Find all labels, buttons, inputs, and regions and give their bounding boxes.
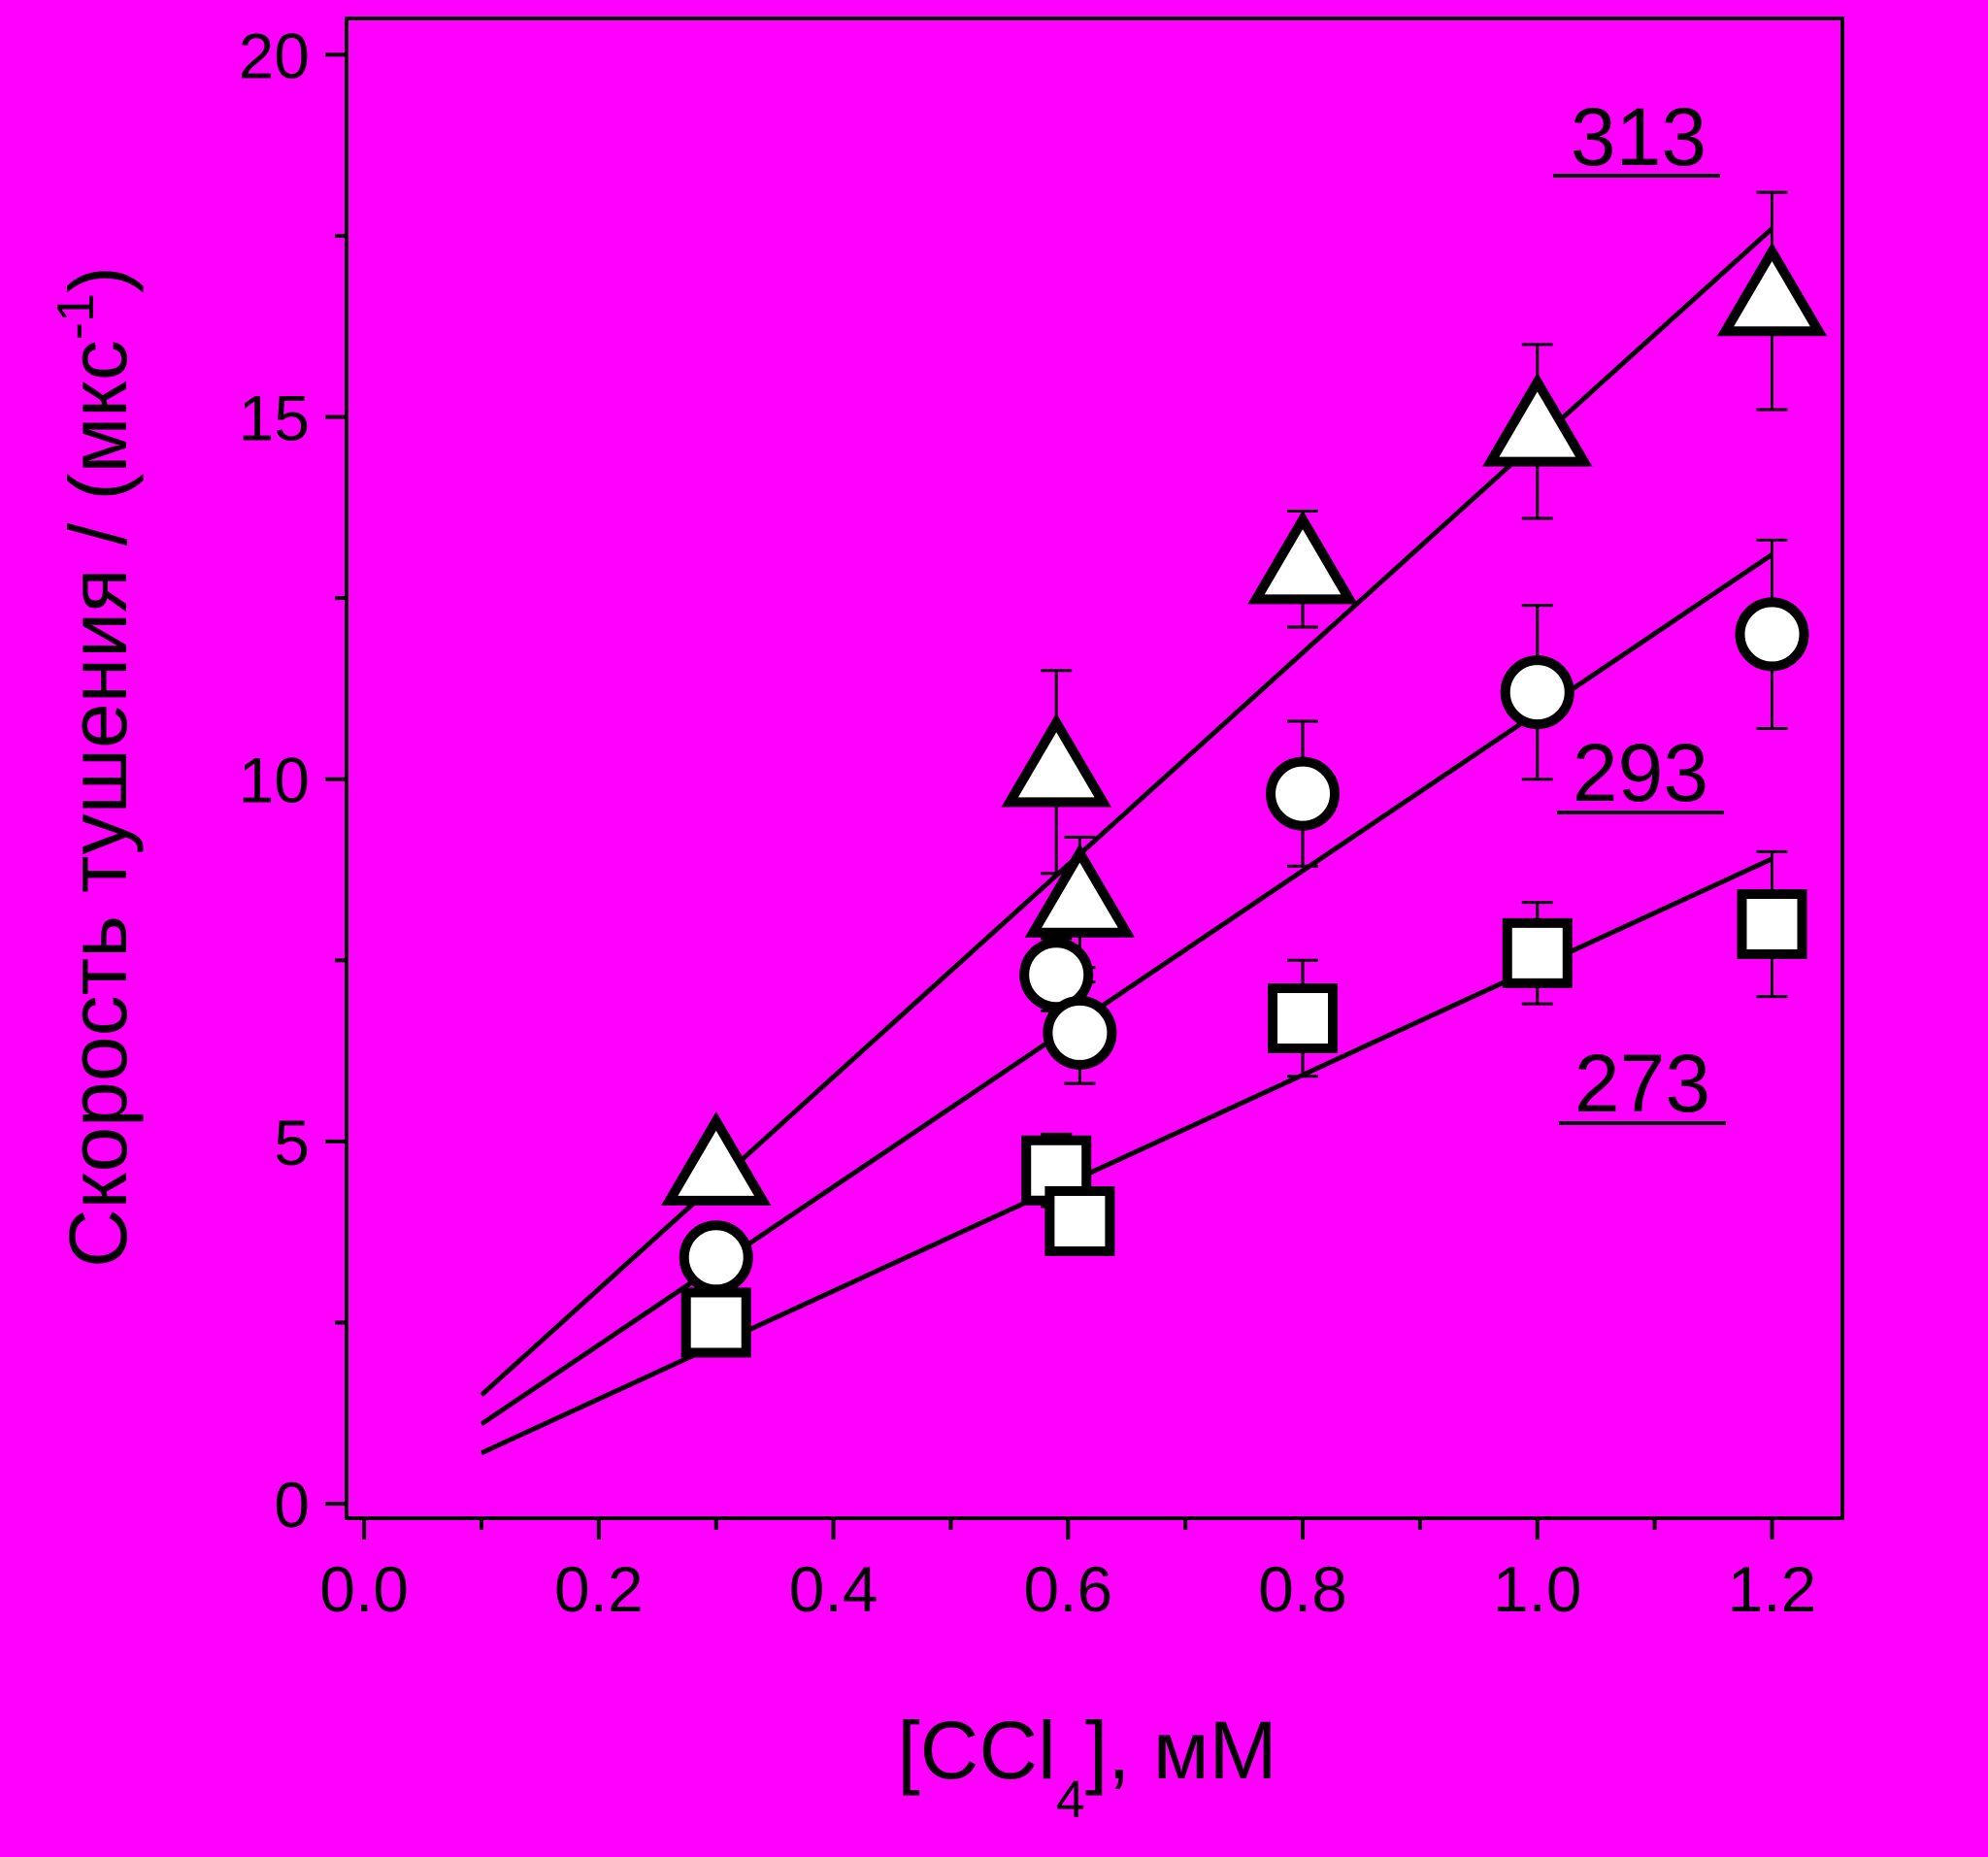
marker-square-273 (1502, 917, 1573, 988)
series-label-313-text: 313 (1571, 91, 1706, 182)
marker-square-273 (1268, 983, 1339, 1053)
x-tick-label: 1.2 (1728, 1553, 1817, 1625)
marker-triangle-313 (1482, 372, 1593, 467)
y-tick-label: 0 (274, 1469, 310, 1541)
x-tick-label: 0.2 (554, 1553, 644, 1625)
marker-square-273 (1044, 1185, 1115, 1256)
y-tick-label: 20 (239, 19, 310, 91)
marker-square-273 (680, 1287, 751, 1358)
y-axis-label-main: Скорость тушения / (мкс (52, 340, 144, 1268)
y-tick-label: 15 (239, 382, 310, 454)
marker-triangle-313 (1001, 713, 1111, 808)
x-tick-label: 0.4 (789, 1553, 878, 1625)
series-label-273: 273 (1559, 1038, 1726, 1129)
x-axis-label-subscript: 4 (1056, 1771, 1085, 1829)
x-tick-label: 1.0 (1493, 1553, 1582, 1625)
marker-circle-293 (1266, 756, 1341, 831)
x-axis-label-rest: ], мМ (1085, 1705, 1277, 1796)
marker-triangle-313 (1716, 242, 1828, 337)
series-label-273-text: 273 (1574, 1038, 1710, 1129)
marker-circle-293 (679, 1220, 753, 1295)
plot-frame (345, 17, 1844, 1520)
x-tick-label: 0.6 (1023, 1553, 1112, 1625)
x-tick-label: 0.8 (1258, 1553, 1347, 1625)
x-axis-label: [CCl4], мМ (897, 1705, 1276, 1829)
x-tick-label: 0.0 (319, 1553, 409, 1625)
series-label-293-text: 293 (1573, 727, 1708, 818)
marker-triangle-313 (1247, 510, 1358, 605)
y-axis-label: Скорость тушения / (мкс-1) (47, 266, 144, 1268)
marker-triangle-313 (660, 1111, 772, 1206)
marker-square-273 (1737, 888, 1807, 959)
x-axis-label-main: [CCl (897, 1705, 1055, 1796)
marker-circle-293 (1043, 995, 1117, 1070)
y-axis-label-close: ) (52, 266, 144, 293)
y-tick-label: 10 (239, 745, 310, 816)
y-axis-label-superscript: -1 (47, 293, 105, 340)
marker-circle-293 (1735, 597, 1809, 672)
series-label-313: 313 (1553, 91, 1720, 182)
series-label-293: 293 (1557, 727, 1724, 818)
marker-circle-293 (1500, 655, 1574, 730)
marker-triangle-313 (1024, 843, 1136, 938)
y-tick-label: 5 (274, 1107, 310, 1178)
